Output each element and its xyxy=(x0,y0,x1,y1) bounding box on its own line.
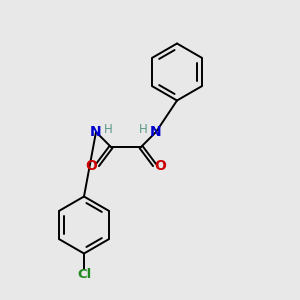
Text: O: O xyxy=(85,160,97,173)
Text: N: N xyxy=(150,125,162,139)
Text: N: N xyxy=(90,125,102,139)
Text: O: O xyxy=(154,160,166,173)
Text: H: H xyxy=(104,123,113,136)
Text: H: H xyxy=(139,123,148,136)
Text: Cl: Cl xyxy=(77,268,91,281)
